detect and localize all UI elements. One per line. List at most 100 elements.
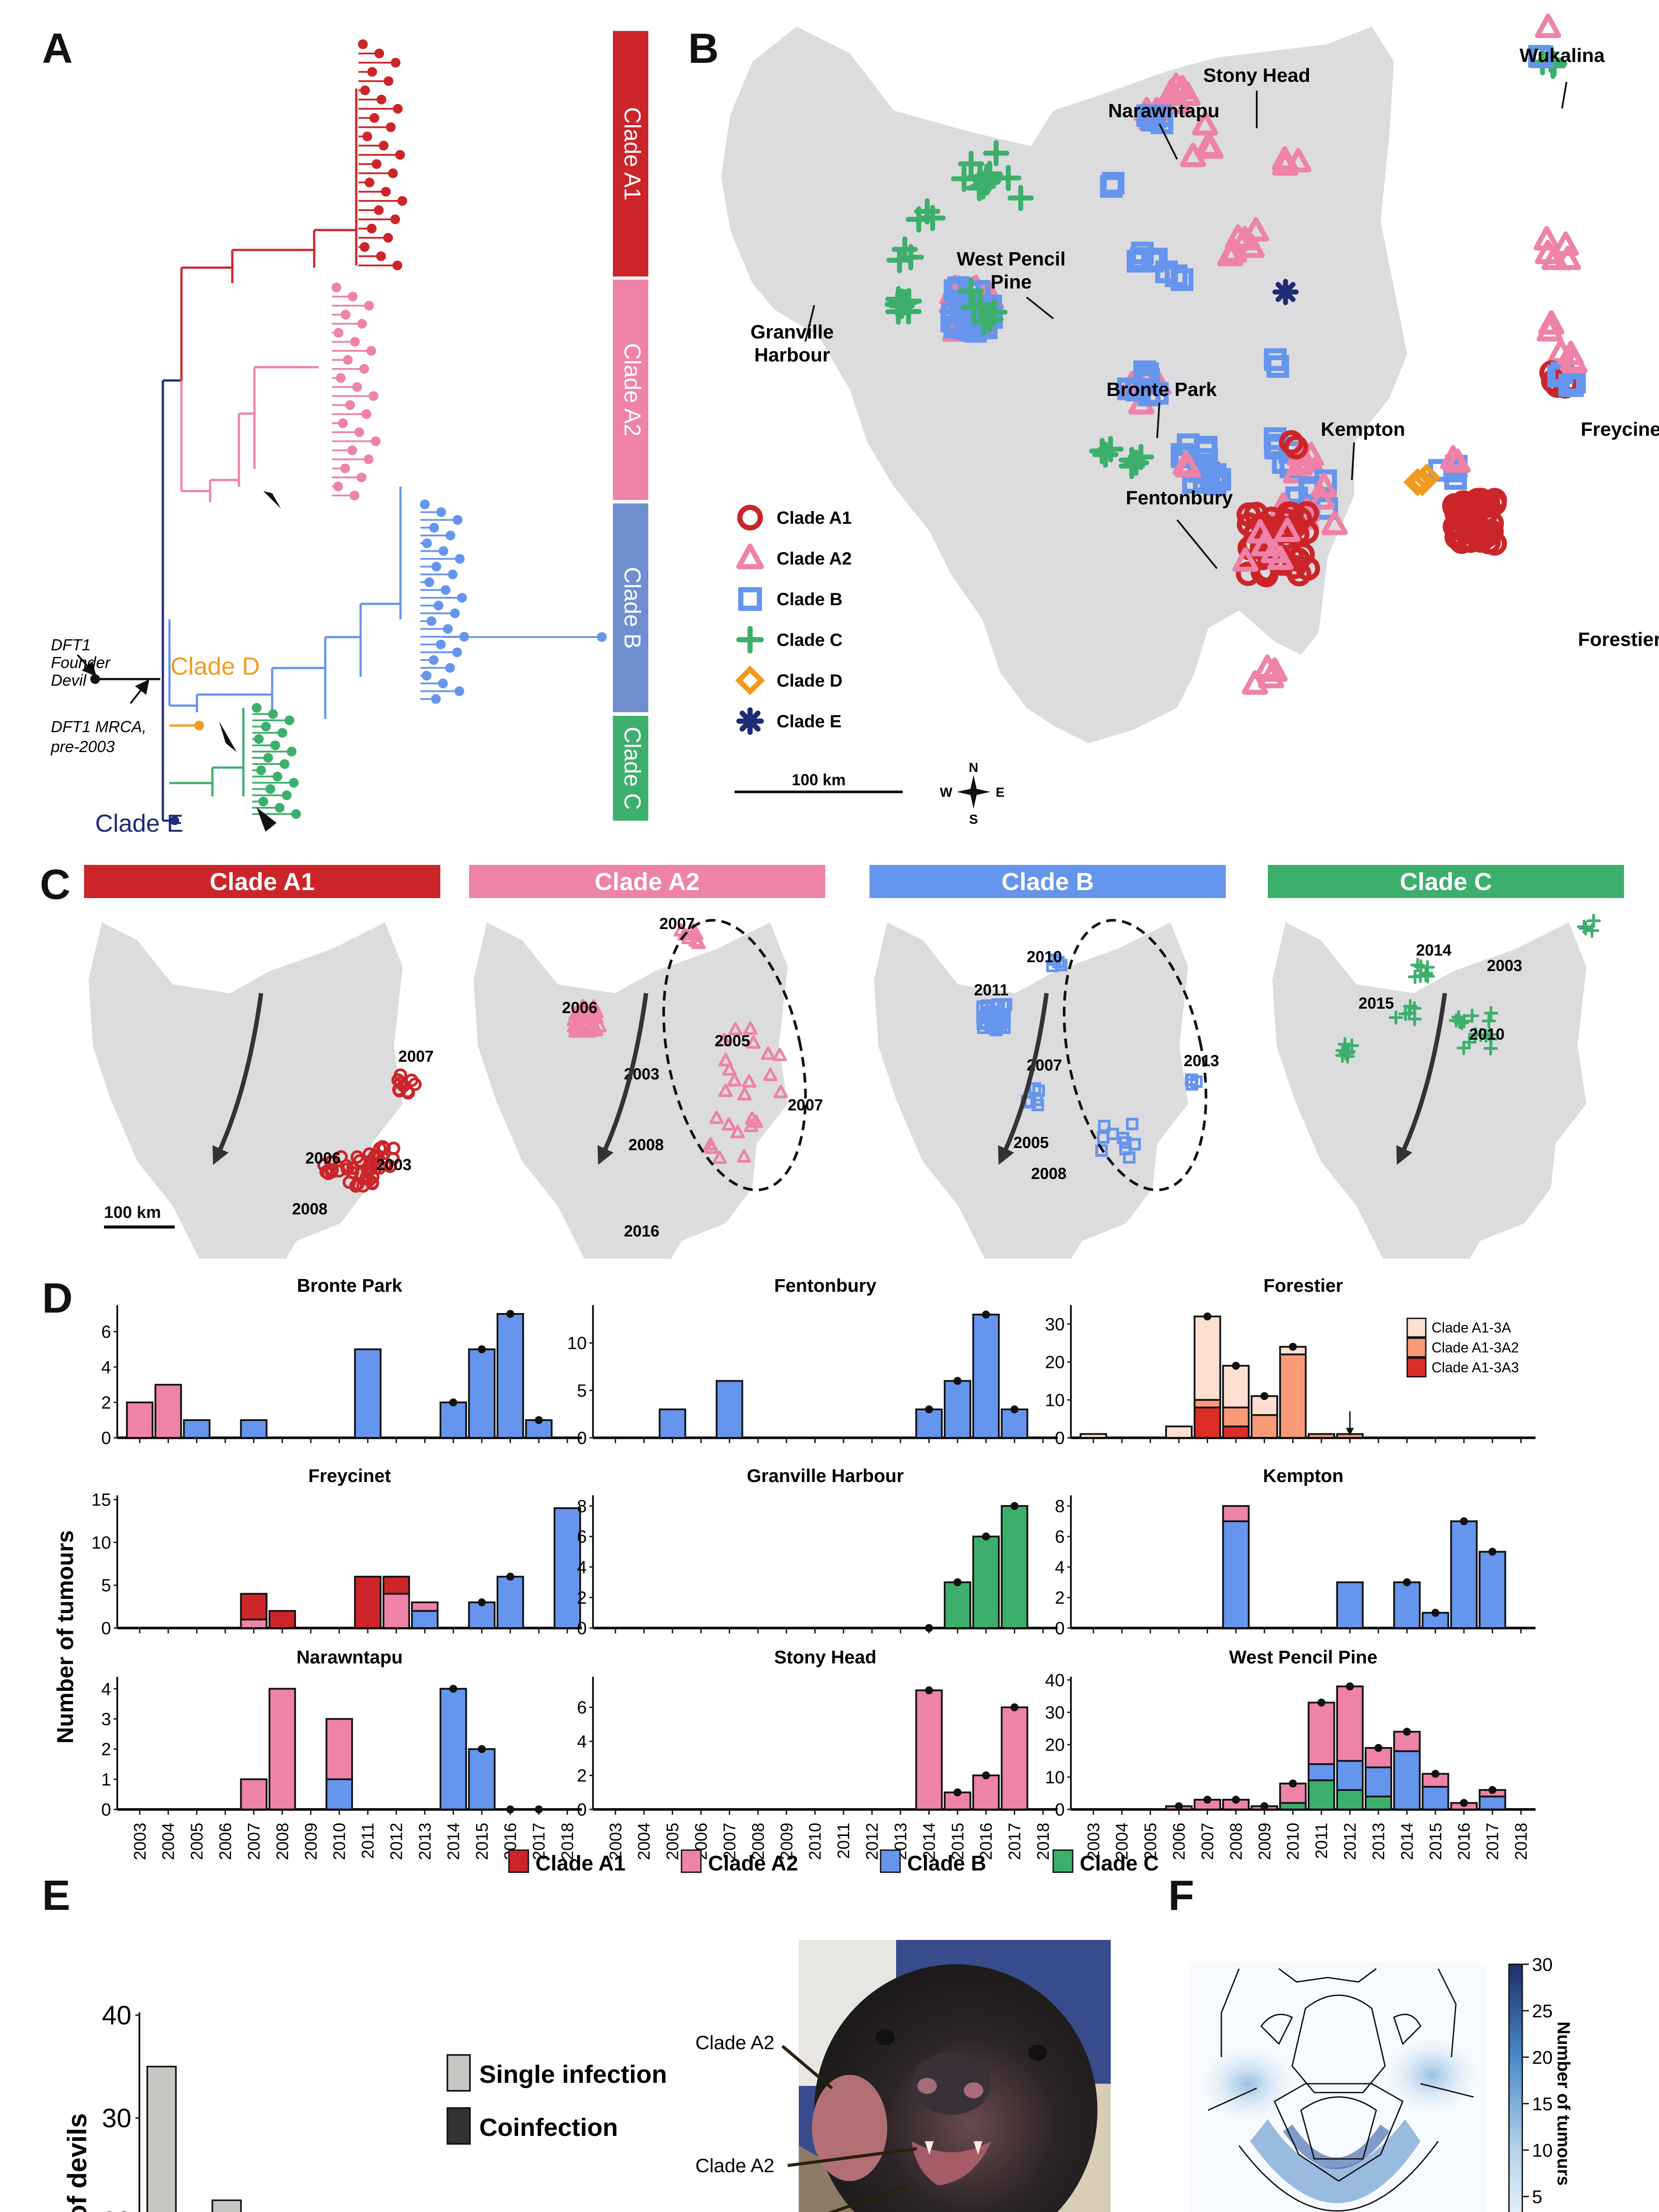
marker-triangle — [728, 1022, 743, 1036]
marker-triangle — [704, 1140, 719, 1154]
y-tick-label: 2 — [1055, 1588, 1065, 1608]
marker-square — [1028, 1082, 1041, 1095]
colorbar — [1508, 1963, 1523, 2212]
marker-plus — [951, 165, 978, 192]
tree-tip — [429, 655, 439, 665]
tree-tip — [427, 616, 436, 626]
marker-circle — [1474, 521, 1499, 546]
chart-bronte-park: Bronte Park 0 2 4 6 — [101, 1275, 582, 1448]
tree-tip — [372, 159, 381, 169]
chart-title: Granville Harbour — [747, 1465, 904, 1486]
site-label-forestier: Forestier — [1578, 629, 1659, 650]
map-legend-item-clade-b: Clade B — [738, 587, 843, 611]
marker-plus — [1455, 1015, 1469, 1030]
marker-square — [1561, 374, 1584, 397]
x-tick-label: 2012 — [388, 1823, 406, 1860]
panel-c-year-label: 2010 — [1027, 948, 1062, 966]
marker-triangle — [1535, 13, 1562, 38]
marker-triangle — [772, 1048, 787, 1061]
sampling-dot — [1289, 1343, 1297, 1351]
tree-tip — [359, 364, 369, 374]
x-tick-label: 2018 — [1512, 1823, 1531, 1860]
tumour-location-heatmap: 051015202530 Number of tumours — [1190, 1954, 1573, 2212]
x-tick-label: 2015 — [949, 1823, 967, 1860]
mrca-label-2: pre-2003 — [50, 737, 115, 756]
tree-tip — [357, 472, 366, 483]
bar-segment-a2 — [382, 1593, 410, 1629]
tree-tip — [438, 678, 448, 688]
y-tick-label: 6 — [577, 1698, 587, 1717]
marker-plus — [1586, 914, 1601, 928]
y-tick-label: 40 — [1045, 1671, 1065, 1690]
tree-tip — [289, 778, 299, 788]
marker-plus — [1577, 919, 1592, 934]
marker-triangle — [1220, 238, 1247, 263]
sampling-dot — [1203, 1312, 1212, 1321]
marker-plus — [1118, 453, 1145, 480]
marker-plus — [886, 247, 913, 273]
spread-arrow — [597, 993, 648, 1165]
marker-circle — [346, 1161, 360, 1175]
tree-tip — [436, 639, 446, 649]
x-tick-label: 2012 — [863, 1823, 882, 1860]
x-tick-label: 2004 — [1113, 1823, 1132, 1860]
x-tick-label: 2011 — [835, 1823, 853, 1859]
tree-tip — [331, 283, 341, 292]
bar-segment-b — [1222, 1520, 1250, 1629]
sampling-dot — [1488, 1548, 1497, 1556]
clade-bar-clade-a2 — [613, 280, 648, 500]
clade-bar-clade-a1 — [613, 31, 648, 276]
panel-d-bar-charts: Number of tumours Bronte Park 0 2 4 6 Fentonb… — [53, 1275, 1536, 1875]
x-tick-label: 2015 — [473, 1823, 492, 1860]
x-tick-label: 2014 — [444, 1823, 463, 1860]
bar-segment-3a2 — [1251, 1414, 1278, 1439]
bar-segment-c — [1279, 1802, 1307, 1810]
marker-triangle — [677, 927, 692, 941]
tree-tip — [431, 561, 441, 572]
tree-tip — [455, 554, 465, 564]
sampling-dot — [1010, 1703, 1019, 1712]
site-label-text: Narawntapu — [1108, 100, 1220, 122]
chart-narawntapu: Narawntapu 0 1 2 3 4 2003 2004 2005 2006 2007 2008 2… — [101, 1647, 582, 1860]
x-tick-label: 2018 — [558, 1823, 577, 1860]
heat-region-right-cheek — [1383, 2035, 1480, 2115]
panel-b-letter: B — [688, 25, 719, 72]
mrca-label-1: DFT1 MRCA, — [51, 718, 146, 736]
marker-square — [991, 998, 1004, 1011]
x-tick-label: 2017 — [1484, 1823, 1502, 1860]
sampling-dot — [925, 1405, 933, 1413]
tree-tip — [343, 355, 353, 365]
devil-nose — [912, 2053, 991, 2115]
colorbar-tick-label: 25 — [1532, 2001, 1553, 2021]
y-tick-label: 2 — [577, 1766, 587, 1786]
tree-tip — [429, 522, 439, 533]
marker-circle — [334, 1150, 348, 1164]
y-tick-label: 6 — [1055, 1527, 1065, 1547]
y-tick-label: 10 — [567, 1334, 587, 1353]
sampling-dot — [506, 1572, 515, 1581]
tree-tip — [340, 463, 350, 473]
x-tick-label: 2016 — [977, 1823, 996, 1860]
marker-square — [1123, 1151, 1136, 1164]
bar-segment-3a3 — [1222, 1425, 1250, 1439]
tree-tip — [263, 753, 273, 763]
tree-tip — [336, 373, 346, 383]
marker-square — [1106, 1128, 1119, 1141]
panel-c-year-label: 2013 — [1184, 1052, 1219, 1070]
x-tick-label: 2017 — [530, 1823, 549, 1860]
marker-triangle — [1232, 547, 1259, 572]
marker-square — [1170, 268, 1193, 291]
marker-triangle — [736, 543, 764, 569]
legend-label: Clade B — [907, 1852, 986, 1875]
x-tick-label: 2013 — [416, 1823, 435, 1860]
panel-c-year-label: 2008 — [1031, 1164, 1066, 1183]
bar-segment-a2 — [1393, 1731, 1421, 1752]
tree-tip — [362, 409, 371, 419]
panel-e-letter: E — [42, 1872, 71, 1919]
x-tick-label: 2008 — [749, 1823, 768, 1860]
marker-triangle — [577, 1004, 591, 1018]
marker-plus — [1403, 999, 1418, 1014]
x-tick-label: 2005 — [1142, 1823, 1160, 1860]
bar-segment-3a3 — [1193, 1406, 1221, 1439]
